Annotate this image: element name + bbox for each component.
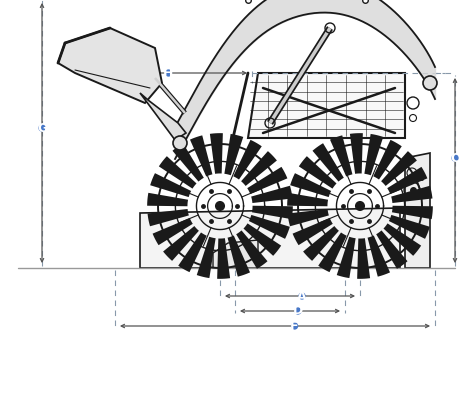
- Circle shape: [291, 322, 298, 330]
- Text: H: H: [164, 66, 173, 79]
- Circle shape: [423, 76, 437, 90]
- Circle shape: [165, 70, 172, 77]
- Text: G: G: [37, 122, 47, 135]
- Polygon shape: [213, 240, 258, 268]
- Circle shape: [173, 136, 187, 150]
- Polygon shape: [405, 153, 430, 268]
- Circle shape: [216, 202, 224, 211]
- Polygon shape: [140, 93, 186, 140]
- Circle shape: [298, 292, 306, 300]
- Polygon shape: [58, 28, 162, 103]
- Circle shape: [451, 154, 459, 162]
- Text: A: A: [297, 290, 307, 303]
- Polygon shape: [248, 73, 405, 138]
- Polygon shape: [140, 208, 400, 268]
- Circle shape: [294, 307, 301, 315]
- Circle shape: [356, 202, 365, 211]
- Text: D: D: [293, 305, 303, 318]
- Text: F: F: [291, 320, 299, 333]
- Circle shape: [38, 124, 46, 132]
- Text: C: C: [450, 152, 460, 164]
